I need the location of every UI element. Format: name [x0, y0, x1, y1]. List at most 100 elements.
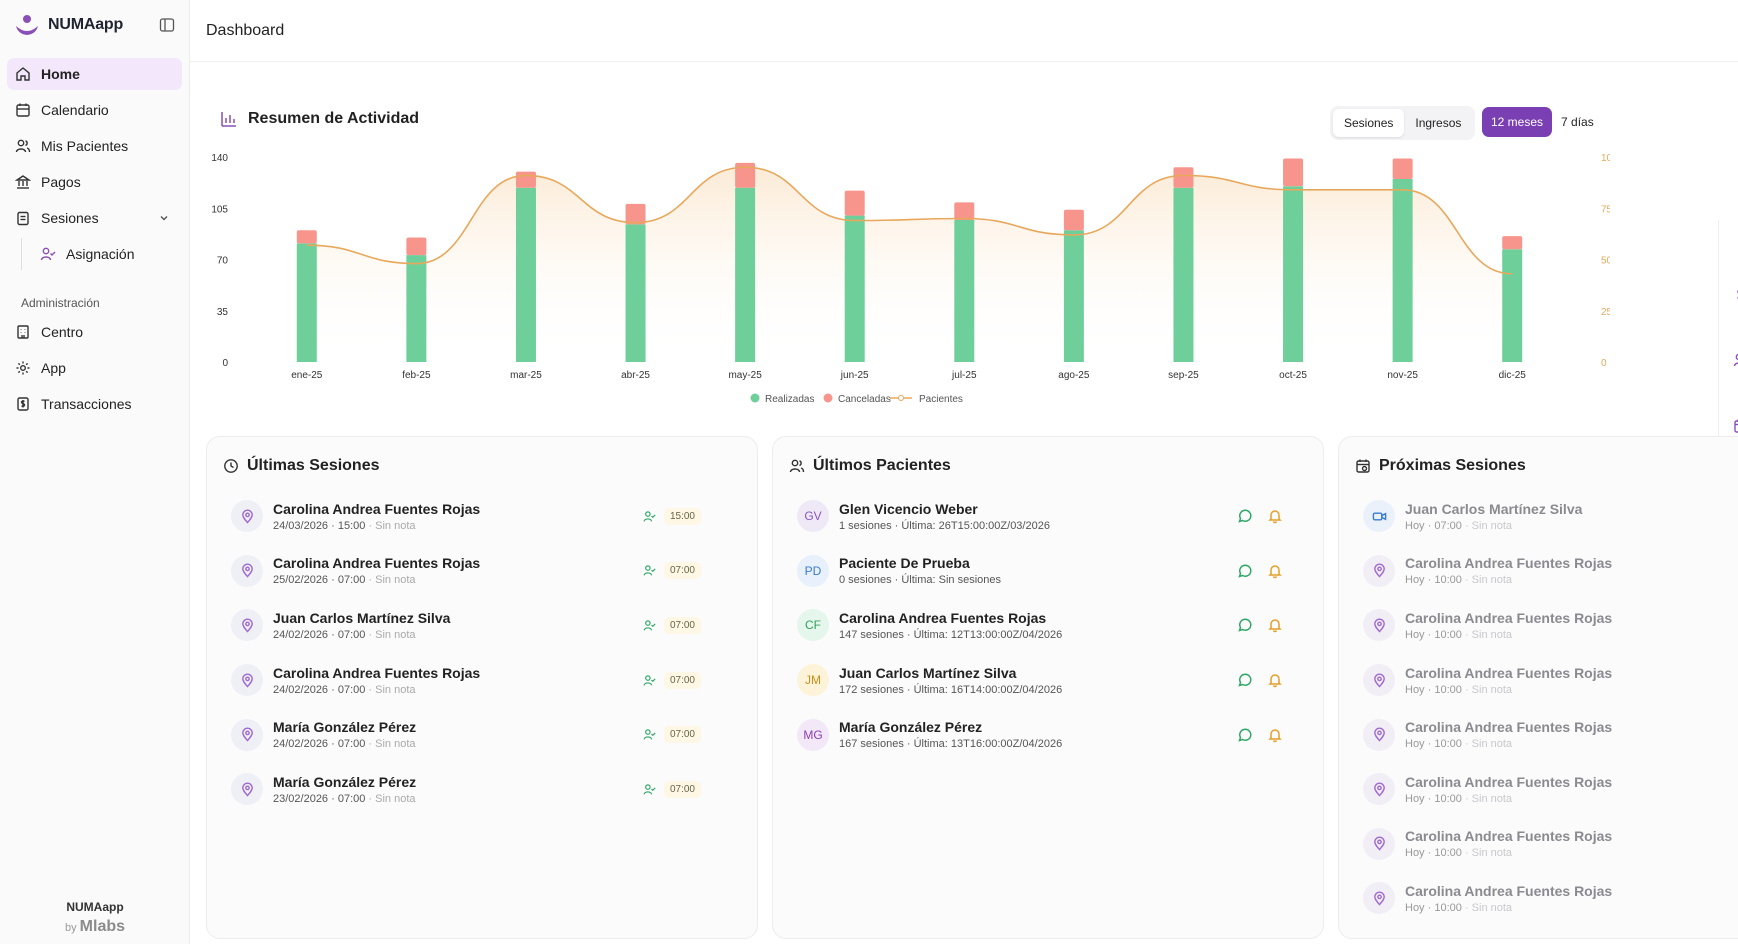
sidebar-item-label: Sesiones [41, 210, 99, 226]
location-pin-icon [1373, 563, 1385, 579]
patient-meta: 147 sesiones · Última: 12T13:00:00Z/04/2… [839, 628, 1063, 641]
session-meta: 24/02/2026 · 07:00 · Sin nota [273, 629, 643, 641]
sidebar-item-calendario[interactable]: Calendario [7, 94, 182, 126]
session-row[interactable]: María González Pérez 23/02/2026 · 07:00 ·… [207, 762, 757, 817]
session-time-badge: 15:00 [663, 507, 701, 525]
patient-name: Carolina Andrea Fuentes Rojas [1405, 773, 1613, 790]
chat-icon[interactable] [1237, 508, 1253, 524]
session-time-badge: 07:00 [663, 726, 701, 744]
session-row[interactable]: Carolina Andrea Fuentes Rojas 24/02/2026 … [207, 653, 757, 708]
upcoming-session-row[interactable]: Carolina Andrea Fuentes Rojas Hoy · 10:00… [1339, 544, 1738, 599]
session-note: · Sin nota [368, 738, 416, 751]
patient-name: Carolina Andrea Fuentes Rojas [839, 609, 1047, 626]
bar-canceladas [515, 171, 536, 188]
bell-icon[interactable] [1267, 508, 1283, 524]
sidebar-item-app[interactable]: App [7, 352, 182, 384]
patient-name: Carolina Andrea Fuentes Rojas [273, 664, 481, 681]
legend-label: Pacientes [919, 394, 963, 405]
bell-icon[interactable] [1267, 617, 1283, 633]
chat-icon[interactable] [1237, 563, 1253, 579]
patient-name: Carolina Andrea Fuentes Rojas [1405, 828, 1613, 845]
y2-tick-label: 25 [1601, 307, 1610, 318]
sidebar-item-mis-pacientes[interactable]: Mis Pacientes [7, 130, 182, 162]
session-info: Carolina Andrea Fuentes Rojas Hoy · 10:00… [1405, 719, 1738, 750]
x-tick-label: dic-25 [1499, 370, 1527, 381]
legend-label: Realizadas [765, 394, 814, 405]
session-note: · Sin nota [1464, 519, 1513, 532]
sidebar-item-sesiones[interactable]: Sesiones [7, 202, 182, 234]
sidebar-item-label: Calendario [41, 102, 109, 118]
y2-tick-label: 100 [1601, 153, 1610, 164]
user-check-icon [643, 729, 656, 740]
avatar: PD [797, 554, 829, 587]
sidebar-item-pagos[interactable]: Pagos [7, 166, 182, 198]
session-status: 07:00 [643, 616, 701, 634]
range-7-days-button[interactable]: 7 días [1561, 115, 1594, 129]
session-status: 07:00 [643, 726, 701, 744]
upcoming-session-row[interactable]: Carolina Andrea Fuentes Rojas Hoy · 10:00… [1339, 707, 1738, 762]
sidebar-item-asignacion[interactable]: Asignación [32, 238, 182, 270]
calendar-check-icon[interactable] [1733, 418, 1738, 434]
upcoming-session-row[interactable]: Carolina Andrea Fuentes Rojas Hoy · 10:00… [1339, 871, 1738, 926]
patient-row[interactable]: MG María González Pérez 167 sesiones · Últ… [773, 707, 1323, 762]
patient-row[interactable]: PD Paciente De Prueba 0 sesiones · Última:… [773, 544, 1323, 599]
session-date: 24/02/2026 · 07:00 [273, 683, 366, 696]
bar-realizadas [1502, 249, 1523, 362]
legend-swatch-dot [898, 395, 904, 401]
recent-patients-list: GV Glen Vicencio Weber 1 sesiones · Última… [773, 489, 1323, 762]
patient-row[interactable]: CF Carolina Andrea Fuentes Rojas 147 sesio… [773, 598, 1323, 653]
upcoming-session-row[interactable]: Carolina Andrea Fuentes Rojas Hoy · 10:00… [1339, 762, 1738, 817]
upcoming-session-row[interactable]: Juan Carlos Martínez Silva Hoy · 07:00 · … [1339, 489, 1738, 544]
session-meta: Hoy · 07:00 · Sin nota [1405, 520, 1738, 532]
patient-name: Carolina Andrea Fuentes Rojas [1405, 882, 1613, 899]
users-icon[interactable] [1733, 352, 1738, 368]
bar-realizadas [515, 187, 536, 362]
x-tick-label: abr-25 [621, 370, 650, 381]
bell-icon[interactable] [1267, 727, 1283, 743]
session-type-badge [1363, 827, 1395, 860]
upcoming-session-row[interactable]: Carolina Andrea Fuentes Rojas Hoy · 10:00… [1339, 598, 1738, 653]
session-note: · Sin nota [1464, 628, 1513, 641]
chevron-down-icon[interactable] [158, 212, 170, 224]
chat-icon[interactable] [1237, 672, 1253, 688]
x-tick-label: nov-25 [1387, 370, 1418, 381]
recent-patients-panel: Últimos Pacientes GV Glen Vicencio Weber 1… [772, 436, 1324, 939]
dollar-icon[interactable] [1733, 286, 1738, 302]
bell-icon[interactable] [1267, 672, 1283, 688]
session-note: · Sin nota [1464, 683, 1513, 696]
sidebar-item-centro[interactable]: Centro [7, 316, 182, 348]
session-meta: Hoy · 10:00 · Sin nota [1405, 684, 1738, 696]
tab-ingresos[interactable]: Ingresos [1415, 116, 1462, 130]
upcoming-session-row[interactable]: Carolina Andrea Fuentes Rojas Hoy · 10:00… [1339, 653, 1738, 708]
bar-canceladas [1283, 158, 1304, 187]
sidebar-item-home[interactable]: Home [7, 58, 182, 90]
chat-icon[interactable] [1237, 617, 1253, 633]
bar-canceladas [296, 230, 317, 244]
session-type-badge [1363, 609, 1395, 642]
bell-icon[interactable] [1267, 563, 1283, 579]
patient-row[interactable]: JM Juan Carlos Martínez Silva 172 sesiones… [773, 653, 1323, 708]
upcoming-sessions-list: Juan Carlos Martínez Silva Hoy · 07:00 · … [1339, 489, 1738, 926]
sidebar-item-transacciones[interactable]: Transacciones [7, 388, 182, 420]
receipt-icon [17, 397, 29, 411]
session-info: Carolina Andrea Fuentes Rojas Hoy · 10:00… [1405, 883, 1738, 914]
patient-row[interactable]: GV Glen Vicencio Weber 1 sesiones · Última… [773, 489, 1323, 544]
x-tick-label: may-25 [728, 370, 762, 381]
chat-icon[interactable] [1237, 727, 1253, 743]
tab-sesiones[interactable]: Sesiones [1333, 109, 1405, 137]
session-info: Carolina Andrea Fuentes Rojas 25/02/2026 … [273, 555, 643, 586]
session-note: · Sin nota [1464, 738, 1513, 751]
upcoming-session-row[interactable]: Carolina Andrea Fuentes Rojas Hoy · 10:00… [1339, 817, 1738, 872]
session-row[interactable]: Carolina Andrea Fuentes Rojas 24/03/2026 … [207, 489, 757, 544]
location-pin-icon [1373, 782, 1385, 797]
range-12-months-button[interactable]: 12 meses [1482, 107, 1553, 137]
main-nav: Home Calendario Mis Pacientes Pagos Sesi… [0, 50, 189, 432]
session-row[interactable]: Juan Carlos Martínez Silva 24/02/2026 · 0… [207, 598, 757, 653]
sidebar-toggle-icon[interactable] [159, 17, 175, 33]
footer-by: by [64, 922, 77, 934]
main-content: Dashboard Resumen de Actividad Sesiones … [190, 0, 1738, 944]
session-row[interactable]: María González Pérez 24/02/2026 · 07:00 ·… [207, 707, 757, 762]
session-row[interactable]: Carolina Andrea Fuentes Rojas 25/02/2026 … [207, 544, 757, 599]
session-info: Juan Carlos Martínez Silva 24/02/2026 · 0… [273, 610, 643, 641]
session-type-badge [1363, 664, 1395, 697]
